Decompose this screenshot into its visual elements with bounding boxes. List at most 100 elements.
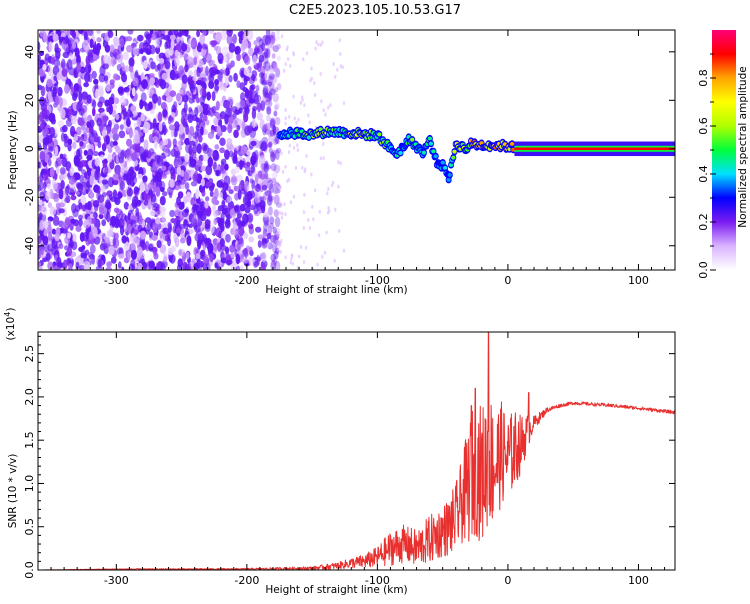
spectrogram-cell [290, 256, 293, 261]
spectrogram-cell [141, 79, 148, 90]
spectrogram-cell [112, 140, 118, 146]
spectrogram-sparse-cells [278, 34, 346, 270]
spectrogram-cell [106, 261, 112, 268]
spectrogram-cell [221, 46, 229, 56]
spectrogram-cell [281, 169, 285, 174]
spectrogram-cell [89, 38, 94, 49]
spectrogram-cell [101, 129, 107, 137]
spectrogram-cell [284, 164, 287, 169]
spectrogram-cell [155, 171, 162, 183]
spectrogram-cell [139, 230, 147, 240]
spectrogram-cell [221, 200, 226, 208]
spectrogram-cell [337, 184, 340, 189]
spectrogram-ridge-core [451, 155, 456, 160]
spectrogram-ridge-core [509, 141, 515, 146]
spectrogram-x-tick-label: -300 [104, 274, 129, 287]
spectrogram-cell [155, 262, 160, 270]
spectrogram-cell [60, 108, 66, 119]
spectrogram-cell [327, 186, 330, 191]
spectrogram-cell [182, 117, 188, 128]
spectrogram-cell [171, 111, 176, 118]
spectrogram-cell [94, 157, 101, 167]
spectrogram-cell [276, 68, 281, 79]
spectrogram-cell [254, 140, 261, 149]
spectrogram-y-tick-label: 0 [23, 145, 36, 152]
spectrogram-cell [216, 242, 223, 252]
spectrogram-cell [118, 210, 124, 220]
spectrogram-cell [270, 253, 276, 262]
spectrogram-cell [310, 66, 313, 71]
spectrogram-cell [207, 131, 215, 140]
spectrogram-cell [252, 106, 258, 112]
spectrogram-cell [81, 169, 87, 175]
spectrogram-cell [215, 100, 220, 111]
spectrogram-cell [105, 84, 112, 92]
spectrogram-cell [247, 170, 253, 177]
spectrogram-cell [108, 103, 113, 115]
spectrogram-cell [120, 149, 126, 159]
spectrogram-cell [91, 70, 97, 80]
spectrogram-cell [238, 107, 243, 114]
spectrogram-cell [292, 145, 296, 150]
spectrogram-cell [42, 63, 47, 71]
spectrogram-cell [162, 227, 170, 235]
spectrogram-cell [274, 87, 279, 93]
spectrogram-cell [223, 175, 231, 186]
spectrogram-cell [118, 217, 125, 229]
spectrogram-cell [136, 199, 142, 207]
spectrogram-cell [76, 126, 82, 136]
spectrogram-cell [305, 154, 308, 159]
spectrogram-cell [93, 212, 98, 219]
spectrogram-cell [205, 119, 210, 126]
spectrogram-cell [276, 43, 281, 50]
spectrogram-cell [181, 261, 188, 270]
spectrogram-cell [144, 103, 151, 112]
spectrogram-cell [248, 236, 255, 243]
spectrogram-cell [185, 124, 190, 136]
spectrogram-cell [86, 94, 92, 104]
spectrogram-cell [341, 65, 344, 70]
spectrogram-cell [269, 183, 274, 194]
spectrogram-cell [54, 128, 59, 137]
spectrogram-cell [260, 140, 268, 152]
spectrogram-cell [209, 30, 215, 35]
spectrogram-cell [100, 185, 106, 193]
spectrogram-cell [110, 93, 115, 102]
spectrogram-cell [294, 165, 298, 170]
spectrogram-cell [195, 96, 200, 104]
spectrogram-cell [111, 56, 116, 67]
spectrogram-cell [123, 201, 129, 210]
spectrogram-cell [103, 54, 110, 64]
spectrogram-cell [217, 52, 224, 63]
spectrogram-cell [38, 161, 42, 168]
spectrogram-cell [110, 217, 116, 227]
spectrogram-cell [304, 167, 307, 172]
spectrogram-cell [129, 64, 134, 73]
spectrogram-cell [71, 58, 77, 65]
spectrogram-cell [254, 183, 261, 192]
spectrogram-cell [268, 206, 273, 216]
spectrogram-cell [232, 33, 237, 44]
spectrogram-cell [274, 216, 281, 228]
spectrogram-cell [176, 36, 181, 43]
snr-y-multiplier-exponent: 4 [3, 312, 12, 317]
spectrogram-cell [203, 144, 208, 152]
spectrogram-cell [107, 153, 113, 163]
spectrogram-cell [318, 209, 321, 214]
spectrogram-cell [43, 147, 50, 155]
spectrogram-cell [326, 191, 329, 196]
spectrogram-cell [199, 95, 205, 105]
spectrogram-cell [113, 97, 120, 105]
spectrogram-cell [130, 219, 137, 229]
spectrogram-cell [284, 255, 287, 260]
spectrogram-cell [201, 189, 206, 197]
spectrogram-cell [73, 83, 80, 92]
spectrogram-cell [208, 67, 215, 76]
spectrogram-cell [112, 173, 119, 181]
spectrogram-ridge-core [427, 136, 433, 141]
spectrogram-cell [53, 59, 61, 67]
spectrogram-cell [42, 235, 49, 246]
spectrogram-cell [213, 210, 219, 218]
spectrogram-cell [54, 145, 59, 156]
